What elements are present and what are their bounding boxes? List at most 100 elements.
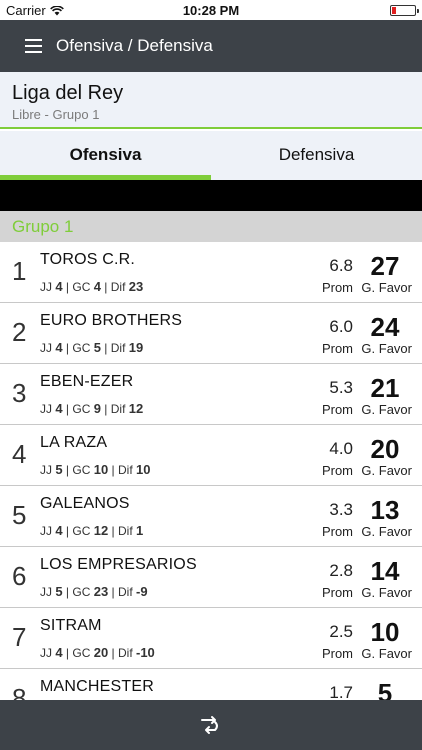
tab-ofensiva[interactable]: Ofensiva: [0, 131, 211, 180]
team-name: SITRAM: [40, 617, 102, 634]
gc-value: 10: [93, 462, 109, 477]
goals-favor-label: G. Favor: [361, 463, 412, 478]
gc-label: GC: [72, 280, 91, 294]
standings-row[interactable]: 5 GALEANOS JJ 4 | GC 12 | Dif 1 3.3 Prom 13 G.…: [0, 486, 422, 547]
standings-row[interactable]: 2 EURO BROTHERS JJ 4 | GC 5 | Dif 19 6.0 Pro…: [0, 303, 422, 364]
team-rank: 4: [12, 439, 27, 469]
carrier-label: Carrier: [6, 3, 46, 18]
prom-label: Prom: [321, 402, 353, 417]
team-name: MANCHESTER: [40, 678, 155, 695]
jj-label: JJ: [40, 463, 52, 477]
gc-label: GC: [72, 646, 91, 660]
team-name: LOS EMPRESARIOS: [40, 556, 197, 573]
goals-favor-value: 14: [370, 556, 400, 586]
prom-value: 6.0: [329, 317, 353, 336]
prom-value: 5.3: [329, 378, 353, 397]
league-name: Liga del Rey: [12, 82, 124, 104]
prom-value: 4.0: [329, 439, 353, 458]
goals-favor-value: 21: [370, 373, 400, 403]
goals-favor-label: G. Favor: [361, 646, 412, 661]
jj-label: JJ: [40, 524, 52, 538]
dif-label: Dif: [110, 341, 126, 355]
app-bar: Ofensiva / Defensiva: [0, 20, 422, 72]
league-header: Liga del Rey Libre - Grupo 1: [0, 72, 422, 129]
goals-favor-value: 24: [370, 312, 400, 342]
battery-level: [392, 7, 396, 14]
dif-label: Dif: [117, 524, 133, 538]
dif-label: Dif: [117, 646, 133, 660]
prom-value: 6.8: [329, 256, 353, 275]
standings-row[interactable]: 1 TOROS C.R. JJ 4 | GC 4 | Dif 23 6.8 Prom 27…: [0, 242, 422, 303]
jj-value: 5: [55, 462, 63, 477]
dif-value: 19: [128, 340, 144, 355]
standings-row[interactable]: 7 SITRAM JJ 4 | GC 20 | Dif -10 2.5 Prom 10 G.…: [0, 608, 422, 669]
jj-label: JJ: [40, 646, 52, 660]
prom-label: Prom: [321, 341, 353, 356]
gc-value: 23: [93, 584, 109, 599]
prom-label: Prom: [321, 463, 353, 478]
prom-value: 3.3: [329, 500, 353, 519]
team-name: TOROS C.R.: [40, 251, 136, 268]
dif-label: Dif: [110, 280, 126, 294]
dif-label: Dif: [117, 585, 133, 599]
team-stats: JJ 4 | GC 20 | Dif -10: [40, 645, 155, 660]
prom-label: Prom: [321, 646, 353, 661]
gc-value: 12: [93, 523, 109, 538]
goals-favor-label: G. Favor: [361, 402, 412, 417]
team-name: GALEANOS: [40, 495, 130, 512]
status-time: 10:28 PM: [182, 3, 240, 18]
gc-label: GC: [72, 402, 91, 416]
prom-value: 2.8: [329, 561, 353, 580]
team-name: EBEN-EZER: [40, 373, 134, 390]
goals-favor-label: G. Favor: [361, 280, 412, 295]
prom-value: 2.5: [329, 622, 353, 641]
gc-value: 20: [93, 645, 109, 660]
gc-value: 9: [93, 401, 101, 416]
tab-defensiva[interactable]: Defensiva: [278, 145, 355, 164]
status-bar: Carrier 10:28 PM: [0, 0, 422, 20]
goals-favor-label: G. Favor: [361, 585, 412, 600]
dif-label: Dif: [110, 402, 126, 416]
jj-value: 4: [55, 340, 63, 355]
dif-value: 12: [128, 401, 144, 416]
team-rank: 2: [12, 317, 27, 347]
jj-value: 5: [55, 584, 63, 599]
team-stats: JJ 4 | GC 4 | Dif 23: [40, 279, 144, 294]
share-arrow-icon[interactable]: [198, 712, 224, 738]
goals-favor-value: 20: [370, 434, 400, 464]
jj-value: 4: [55, 401, 63, 416]
bottom-bar: [0, 700, 422, 750]
jj-label: JJ: [40, 585, 52, 599]
jj-value: 4: [55, 645, 63, 660]
team-stats: JJ 4 | GC 9 | Dif 12: [40, 401, 144, 416]
battery-icon: [390, 5, 419, 16]
gc-label: GC: [72, 341, 91, 355]
team-name: EURO BROTHERS: [40, 312, 183, 329]
standings-row[interactable]: 4 LA RAZA JJ 5 | GC 10 | Dif 10 4.0 Prom 20 G.…: [0, 425, 422, 486]
dif-label: Dif: [117, 463, 133, 477]
standings-row[interactable]: 8 MANCHESTER 1.7 5: [0, 669, 422, 700]
page-title: Ofensiva / Defensiva: [56, 36, 213, 55]
jj-label: JJ: [40, 280, 52, 294]
goals-favor-value: 27: [370, 251, 400, 281]
menu-icon[interactable]: [0, 20, 44, 72]
gc-label: GC: [72, 585, 91, 599]
goals-favor-value: 13: [370, 495, 400, 525]
standings-row[interactable]: 3 EBEN-EZER JJ 4 | GC 9 | Dif 12 5.3 Prom 21 G…: [0, 364, 422, 425]
team-rank: 6: [12, 561, 27, 591]
team-rank: 7: [12, 622, 27, 652]
dif-value: -10: [136, 645, 155, 660]
league-subtitle: Libre - Grupo 1: [12, 107, 100, 122]
goals-favor-value: 5: [377, 678, 393, 700]
standings-row[interactable]: 6 LOS EMPRESARIOS JJ 5 | GC 23 | Dif -9 2.8…: [0, 547, 422, 608]
goals-favor-label: G. Favor: [361, 524, 412, 539]
dif-value: 1: [136, 523, 144, 538]
jj-label: JJ: [40, 402, 52, 416]
team-rank: 8: [12, 683, 27, 700]
gc-label: GC: [72, 463, 91, 477]
gc-value: 4: [93, 279, 101, 294]
carrier-info: Carrier: [6, 3, 64, 18]
team-stats: JJ 5 | GC 23 | Dif -9: [40, 584, 148, 599]
dif-value: 23: [128, 279, 144, 294]
goals-favor-value: 10: [370, 617, 400, 647]
